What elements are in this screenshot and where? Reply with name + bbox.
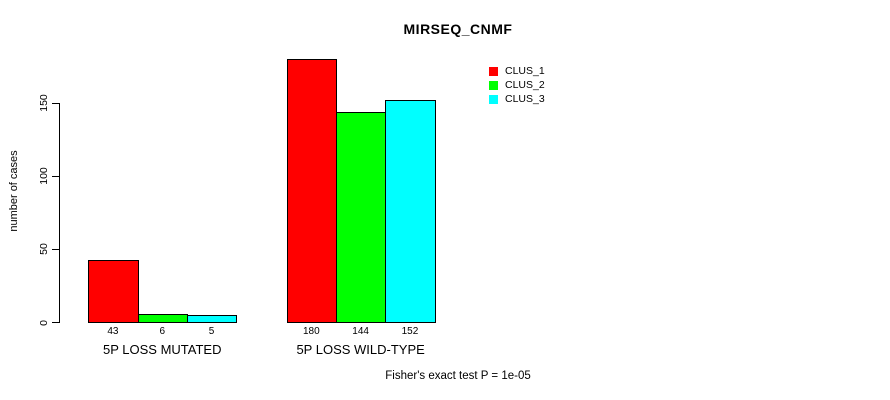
- y-tick-mark: [52, 248, 59, 250]
- bar-clus_3-2: [385, 100, 436, 323]
- legend-item-clus_1: CLUS_1: [489, 64, 545, 78]
- legend-swatch-icon: [489, 80, 498, 90]
- y-tick-mark: [52, 175, 59, 177]
- legend-item-clus_3: CLUS_3: [489, 92, 545, 106]
- bar-value-label: 180: [302, 326, 320, 337]
- y-tick-label: 150: [38, 94, 50, 112]
- bar-clus_3-1: [186, 315, 238, 323]
- bar-value-label: 152: [401, 326, 419, 337]
- y-tick-label: 0: [38, 319, 50, 326]
- y-tick-mark: [52, 102, 59, 104]
- legend-swatch-icon: [489, 66, 498, 76]
- bar-clus_2-1: [137, 313, 188, 323]
- legend-swatch-icon: [489, 94, 498, 104]
- legend: CLUS_1 CLUS_2 CLUS_3: [489, 64, 545, 106]
- legend-item-clus_2: CLUS_2: [489, 78, 545, 92]
- stat-test-footnote: Fisher's exact test P = 1e-05: [385, 370, 531, 382]
- legend-label: CLUS_2: [505, 79, 545, 91]
- bar-value-label: 5: [208, 326, 215, 337]
- y-tick-label: 50: [38, 243, 50, 256]
- y-tick-label: 100: [38, 167, 50, 185]
- legend-label: CLUS_3: [505, 93, 545, 105]
- legend-label: CLUS_1: [505, 65, 545, 77]
- y-axis-label: number of cases: [8, 150, 20, 232]
- bar-value-label: 144: [352, 326, 369, 337]
- category-label: 5P LOSS MUTATED: [103, 342, 222, 357]
- category-label: 5P LOSS WILD-TYPE: [296, 342, 425, 357]
- bar-value-label: 43: [107, 326, 119, 337]
- chart-title: MIRSEQ_CNMF: [403, 21, 513, 37]
- bar-clus_1-1: [88, 259, 139, 323]
- bar-clus_1-2: [286, 59, 337, 323]
- bar-value-label: 6: [159, 326, 166, 337]
- bar-clus_2-2: [336, 111, 387, 323]
- y-axis-line: [59, 103, 60, 323]
- y-tick-mark: [52, 322, 59, 323]
